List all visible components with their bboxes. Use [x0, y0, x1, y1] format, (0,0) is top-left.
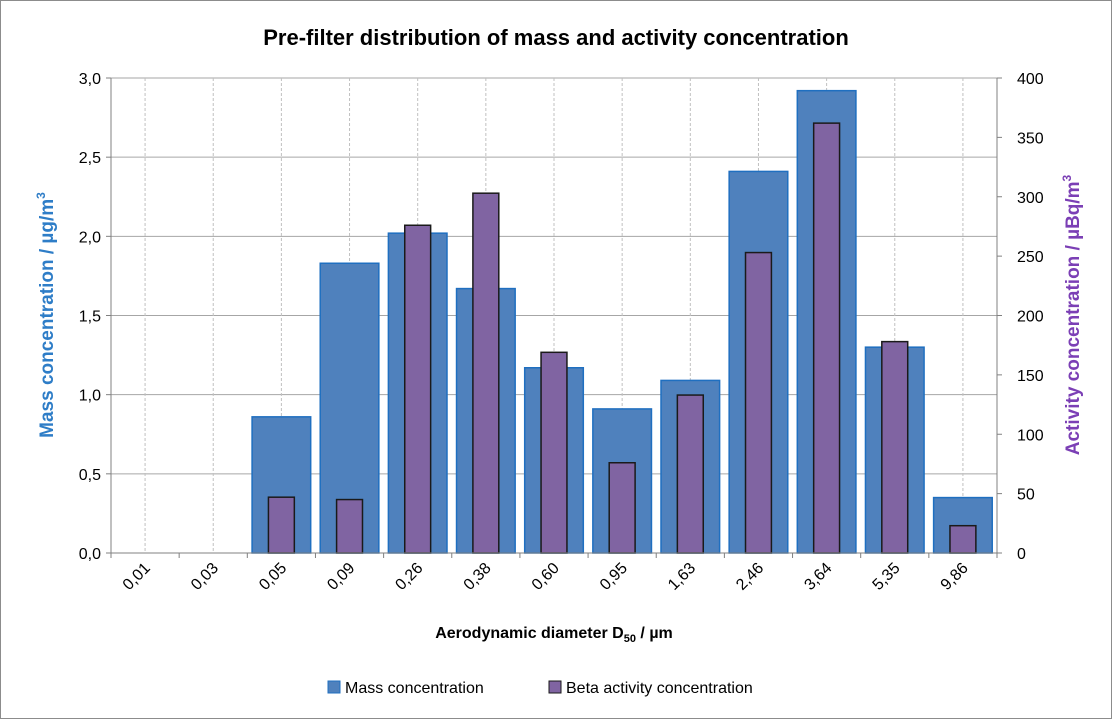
legend-label-mass: Mass concentration [345, 680, 484, 697]
right-tick-label: 250 [1017, 249, 1044, 266]
x-tick-label: 0,95 [597, 560, 631, 594]
left-axis-title: Mass concentration / µg/m3 [34, 192, 58, 438]
x-tick-label: 2,46 [733, 560, 767, 594]
activity-bar [540, 351, 568, 554]
bar-layer [251, 89, 993, 554]
left-tick-label: 0,5 [79, 467, 101, 484]
x-axis-title-main: Aerodynamic diameter D [435, 625, 624, 642]
x-axis-title-unit: / µm [636, 625, 673, 642]
legend-label-activity: Beta activity concentration [566, 680, 753, 697]
right-axis-title-superscript: 3 [1060, 174, 1074, 181]
x-axis-title-subscript: 50 [624, 633, 636, 645]
left-tick-label: 1,0 [79, 388, 101, 405]
x-tick-label: 0,38 [461, 560, 495, 594]
left-axis-title-main: Mass concentration / µg/m [37, 199, 58, 438]
right-tick-label: 50 [1017, 487, 1035, 504]
left-tick-label: 0,0 [79, 546, 101, 563]
activity-bar [267, 496, 296, 554]
right-tick-label: 150 [1017, 368, 1044, 385]
x-tick-label: 5,35 [870, 560, 904, 594]
right-tick-label: 350 [1017, 130, 1044, 147]
left-axis-title-superscript: 3 [34, 192, 48, 199]
right-tick-label: 400 [1017, 71, 1044, 88]
x-tick-label: 0,09 [324, 560, 358, 594]
x-tick-label: 0,01 [120, 560, 154, 594]
legend-swatch-mass [327, 680, 341, 694]
activity-bar [881, 340, 909, 554]
activity-bar [744, 251, 773, 554]
right-tick-label: 300 [1017, 190, 1044, 207]
x-tick-label: 3,64 [801, 560, 835, 594]
activity-bar [472, 192, 500, 554]
x-axis-title: Aerodynamic diameter D50 / µm [435, 625, 673, 645]
right-axis-title: Activity concentration / µBq/m3 [1060, 174, 1084, 455]
right-tick-label: 0 [1017, 546, 1026, 563]
activity-bar [812, 122, 841, 554]
x-tick-label: 9,86 [938, 560, 972, 594]
left-tick-label: 3,0 [79, 71, 101, 88]
left-tick-label: 1,5 [79, 309, 101, 326]
activity-bar [608, 462, 636, 554]
left-tick-label: 2,0 [79, 229, 101, 246]
x-tick-label: 0,05 [256, 560, 290, 594]
right-tick-label: 100 [1017, 427, 1044, 444]
x-tick-label: 0,60 [529, 560, 563, 594]
legend: Mass concentration Beta activity concent… [327, 680, 753, 697]
activity-bar [949, 524, 977, 554]
activity-bar [403, 224, 432, 554]
activity-bar [335, 498, 364, 554]
x-tick-label: 1,63 [665, 560, 699, 594]
chart-title: Pre-filter distribution of mass and acti… [263, 25, 849, 50]
x-tick-label: 0,26 [392, 560, 426, 594]
left-tick-label: 2,5 [79, 150, 101, 167]
activity-bar [676, 394, 705, 554]
right-axis-title-main: Activity concentration / µBq/m [1063, 181, 1084, 455]
legend-swatch-activity [548, 680, 562, 694]
x-tick-label: 0,03 [188, 560, 222, 594]
right-tick-label: 200 [1017, 309, 1044, 326]
